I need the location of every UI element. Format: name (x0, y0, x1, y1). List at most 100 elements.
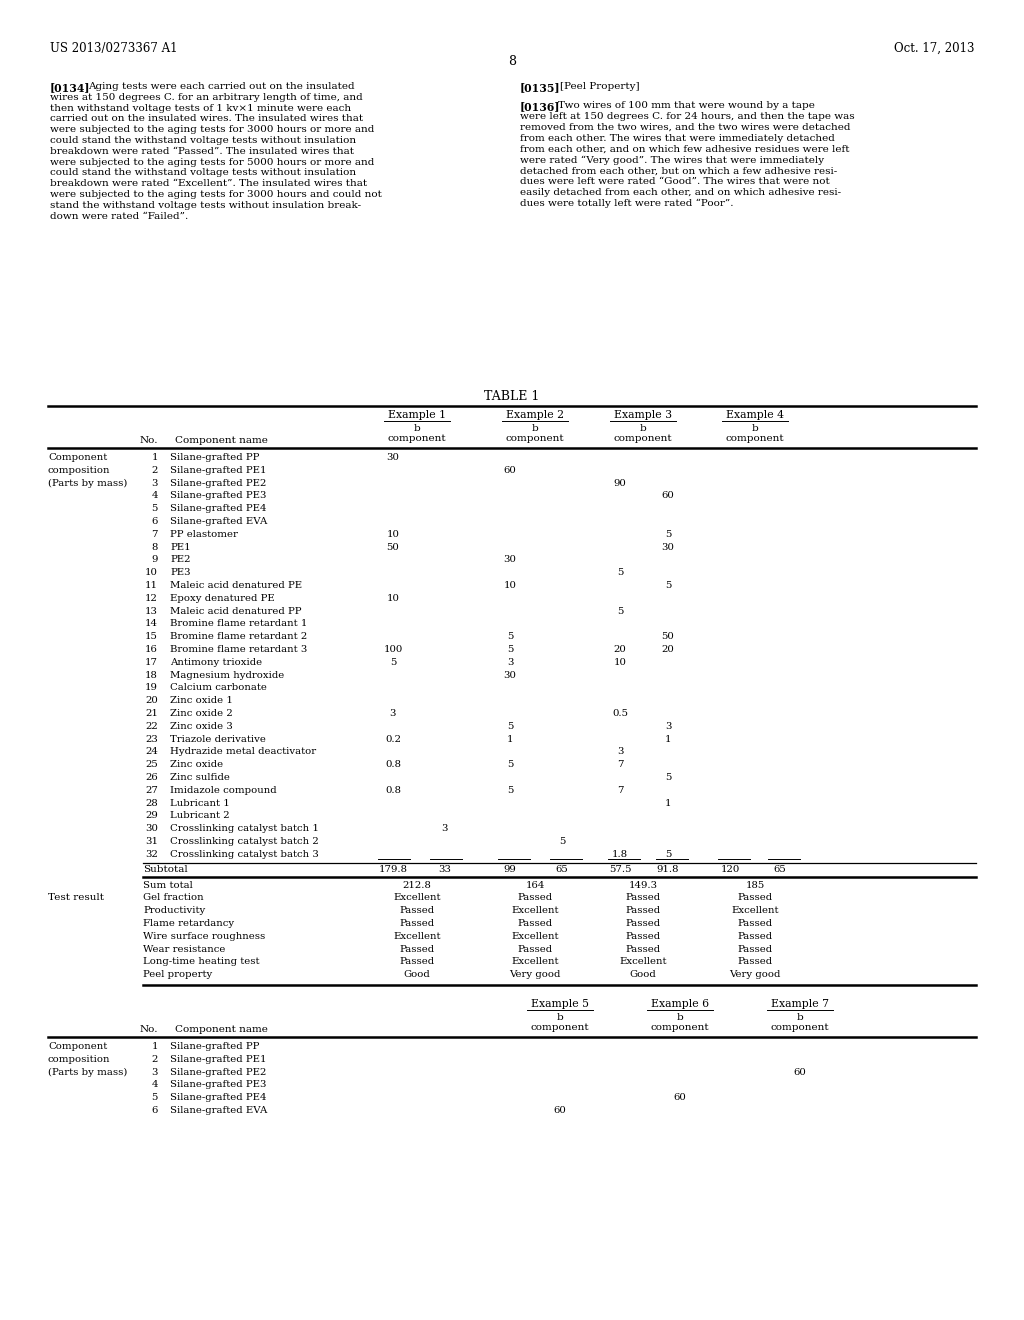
Text: No.: No. (139, 436, 158, 445)
Text: Silane-grafted PE1: Silane-grafted PE1 (170, 1055, 266, 1064)
Text: 179.8: 179.8 (379, 865, 408, 874)
Text: Component name: Component name (175, 1026, 268, 1034)
Text: 3: 3 (152, 1068, 158, 1077)
Text: 5: 5 (507, 785, 513, 795)
Text: 5: 5 (616, 607, 624, 615)
Text: 1: 1 (152, 1041, 158, 1051)
Text: 5: 5 (507, 722, 513, 731)
Text: 120: 120 (720, 865, 739, 874)
Text: 10: 10 (145, 568, 158, 577)
Text: Maleic acid denatured PE: Maleic acid denatured PE (170, 581, 302, 590)
Text: component: component (650, 1023, 710, 1032)
Text: 14: 14 (145, 619, 158, 628)
Text: 33: 33 (438, 865, 452, 874)
Text: 0.8: 0.8 (385, 760, 401, 770)
Text: 16: 16 (145, 645, 158, 653)
Text: Example 4: Example 4 (726, 411, 784, 420)
Text: Component: Component (48, 453, 108, 462)
Text: TABLE 1: TABLE 1 (484, 389, 540, 403)
Text: Oct. 17, 2013: Oct. 17, 2013 (894, 42, 974, 55)
Text: 5: 5 (152, 1093, 158, 1102)
Text: 20: 20 (145, 696, 158, 705)
Text: 1: 1 (665, 799, 672, 808)
Text: Peel property: Peel property (143, 970, 212, 979)
Text: Excellent: Excellent (731, 907, 778, 915)
Text: 5: 5 (665, 774, 671, 781)
Text: Magnesium hydroxide: Magnesium hydroxide (170, 671, 285, 680)
Text: 91.8: 91.8 (656, 865, 679, 874)
Text: 2: 2 (152, 1055, 158, 1064)
Text: Example 3: Example 3 (614, 411, 672, 420)
Text: 8: 8 (152, 543, 158, 552)
Text: 26: 26 (145, 774, 158, 781)
Text: (Parts by mass): (Parts by mass) (48, 1068, 127, 1077)
Text: 30: 30 (504, 556, 516, 565)
Text: Passed: Passed (626, 932, 660, 941)
Text: Component name: Component name (175, 436, 268, 445)
Text: 22: 22 (145, 722, 158, 731)
Text: [0134]: [0134] (50, 82, 90, 92)
Text: 164: 164 (525, 880, 545, 890)
Text: 25: 25 (145, 760, 158, 770)
Text: 2: 2 (152, 466, 158, 475)
Text: Zinc oxide 3: Zinc oxide 3 (170, 722, 232, 731)
Text: were subjected to the aging tests for 3000 hours or more and: were subjected to the aging tests for 30… (50, 125, 375, 135)
Text: 60: 60 (794, 1068, 806, 1077)
Text: Passed: Passed (399, 957, 434, 966)
Text: 65: 65 (773, 865, 786, 874)
Text: Example 5: Example 5 (531, 999, 589, 1008)
Text: breakdown were rated “Passed”. The insulated wires that: breakdown were rated “Passed”. The insul… (50, 147, 354, 156)
Text: 10: 10 (387, 529, 399, 539)
Text: b: b (414, 424, 421, 433)
Text: 3: 3 (152, 479, 158, 487)
Text: Very good: Very good (509, 970, 561, 979)
Text: Antimony trioxide: Antimony trioxide (170, 657, 262, 667)
Text: 50: 50 (387, 543, 399, 552)
Text: Very good: Very good (729, 970, 780, 979)
Text: 90: 90 (613, 479, 627, 487)
Text: removed from the two wires, and the two wires were detached: removed from the two wires, and the two … (520, 123, 851, 132)
Text: PE1: PE1 (170, 543, 190, 552)
Text: Passed: Passed (399, 945, 434, 953)
Text: Good: Good (403, 970, 430, 979)
Text: 10: 10 (387, 594, 399, 603)
Text: 6: 6 (152, 517, 158, 525)
Text: Wear resistance: Wear resistance (143, 945, 225, 953)
Text: Example 6: Example 6 (651, 999, 709, 1008)
Text: were left at 150 degrees C. for 24 hours, and then the tape was: were left at 150 degrees C. for 24 hours… (520, 112, 855, 121)
Text: 8: 8 (508, 55, 516, 69)
Text: [0135]: [0135] (520, 82, 560, 92)
Text: Subtotal: Subtotal (143, 865, 187, 874)
Text: 60: 60 (554, 1106, 566, 1115)
Text: Test result: Test result (48, 894, 104, 903)
Text: Crosslinking catalyst batch 2: Crosslinking catalyst batch 2 (170, 837, 318, 846)
Text: 212.8: 212.8 (402, 880, 431, 890)
Text: 99: 99 (504, 865, 516, 874)
Text: 7: 7 (616, 760, 624, 770)
Text: Excellent: Excellent (511, 957, 559, 966)
Text: Excellent: Excellent (393, 894, 440, 903)
Text: 27: 27 (145, 785, 158, 795)
Text: 50: 50 (662, 632, 675, 642)
Text: component: component (388, 434, 446, 444)
Text: 12: 12 (145, 594, 158, 603)
Text: 1: 1 (152, 453, 158, 462)
Text: b: b (752, 424, 759, 433)
Text: wires at 150 degrees C. for an arbitrary length of time, and: wires at 150 degrees C. for an arbitrary… (50, 92, 362, 102)
Text: were subjected to the aging tests for 3000 hours and could not: were subjected to the aging tests for 30… (50, 190, 382, 199)
Text: Sum total: Sum total (143, 880, 193, 890)
Text: composition: composition (48, 1055, 111, 1064)
Text: 30: 30 (387, 453, 399, 462)
Text: 65: 65 (556, 865, 568, 874)
Text: 23: 23 (145, 735, 158, 743)
Text: Silane-grafted PE3: Silane-grafted PE3 (170, 1080, 266, 1089)
Text: 1: 1 (507, 735, 513, 743)
Text: Passed: Passed (626, 945, 660, 953)
Text: 60: 60 (674, 1093, 686, 1102)
Text: 19: 19 (145, 684, 158, 693)
Text: Passed: Passed (737, 957, 772, 966)
Text: PE2: PE2 (170, 556, 190, 565)
Text: 17: 17 (145, 657, 158, 667)
Text: Silane-grafted PP: Silane-grafted PP (170, 1041, 259, 1051)
Text: Excellent: Excellent (393, 932, 440, 941)
